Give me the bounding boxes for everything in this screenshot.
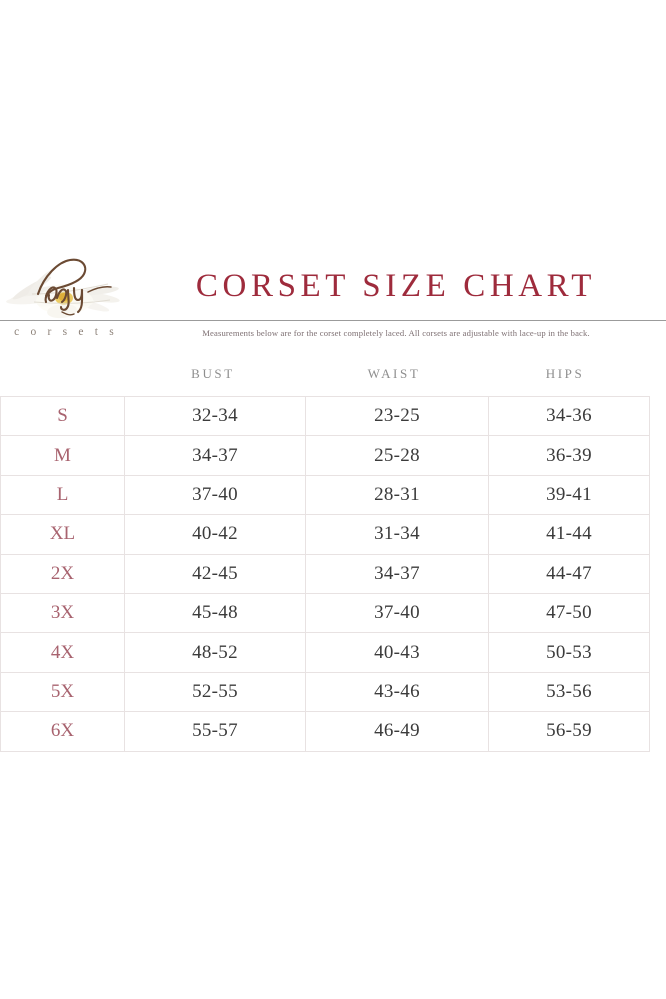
size-table-body: S 32-34 23-25 34-36 M 34-37 25-28 36-39 L 37-40 28… — [0, 395, 650, 752]
hips-value: 44-47 — [488, 553, 650, 594]
brand-logo: c o r s e t s — [4, 250, 124, 348]
bust-value: 48-52 — [124, 632, 306, 673]
waist-value: 40-43 — [305, 632, 489, 673]
size-label: S — [0, 395, 125, 437]
size-label: 4X — [0, 632, 125, 673]
header-divider — [0, 320, 666, 321]
waist-value: 34-37 — [305, 553, 489, 594]
size-label: 5X — [0, 671, 125, 713]
size-label: 3X — [0, 592, 125, 634]
waist-value: 46-49 — [305, 711, 489, 752]
table-row: M 34-37 25-28 36-39 — [0, 435, 650, 476]
bust-value: 34-37 — [124, 435, 306, 476]
bust-value: 45-48 — [124, 592, 306, 634]
column-headers: BUST WAIST HIPS — [0, 366, 666, 396]
bust-value: 55-57 — [124, 711, 306, 752]
size-label: 6X — [0, 711, 125, 752]
bust-value: 40-42 — [124, 514, 306, 555]
table-row: S 32-34 23-25 34-36 — [0, 395, 650, 437]
hips-value: 47-50 — [488, 592, 650, 634]
bust-value: 32-34 — [124, 395, 306, 437]
bust-value: 37-40 — [124, 474, 306, 516]
waist-value: 28-31 — [305, 474, 489, 516]
waist-value: 43-46 — [305, 671, 489, 713]
size-label: 2X — [0, 553, 125, 594]
hips-value: 39-41 — [488, 474, 650, 516]
table-row: 4X 48-52 40-43 50-53 — [0, 632, 650, 673]
waist-value: 25-28 — [305, 435, 489, 476]
table-row: 3X 45-48 37-40 47-50 — [0, 592, 650, 634]
table-row: 5X 52-55 43-46 53-56 — [0, 671, 650, 713]
column-header-bust: BUST — [191, 366, 235, 381]
size-label: XL — [0, 514, 125, 555]
waist-value: 31-34 — [305, 514, 489, 555]
bust-value: 52-55 — [124, 671, 306, 713]
hips-value: 56-59 — [488, 711, 650, 752]
chart-header: c o r s e t s CORSET SIZE CHART Measurem… — [0, 248, 666, 348]
hips-value: 41-44 — [488, 514, 650, 555]
corset-size-chart: c o r s e t s CORSET SIZE CHART Measurem… — [0, 248, 666, 752]
waist-value: 23-25 — [305, 395, 489, 437]
column-header-hips: HIPS — [545, 366, 585, 381]
table-row: 6X 55-57 46-49 56-59 — [0, 711, 650, 752]
brand-wordmark: c o r s e t s — [14, 326, 118, 338]
column-header-waist: WAIST — [367, 366, 421, 381]
hips-value: 34-36 — [488, 395, 650, 437]
bust-value: 42-45 — [124, 553, 306, 594]
size-table: S 32-34 23-25 34-36 M 34-37 25-28 36-39 L 37-40 28… — [0, 395, 650, 752]
title-block: CORSET SIZE CHART — [126, 248, 666, 303]
table-row: 2X 42-45 34-37 44-47 — [0, 553, 650, 594]
waist-value: 37-40 — [305, 592, 489, 634]
size-label: L — [0, 474, 125, 516]
hips-value: 50-53 — [488, 632, 650, 673]
size-label: M — [0, 435, 125, 476]
table-row: XL 40-42 31-34 41-44 — [0, 514, 650, 555]
table-row: L 37-40 28-31 39-41 — [0, 474, 650, 516]
hips-value: 53-56 — [488, 671, 650, 713]
hips-value: 36-39 — [488, 435, 650, 476]
chart-subtitle: Measurements below are for the corset co… — [202, 328, 590, 338]
daisy-flower-icon — [4, 250, 124, 324]
page-title: CORSET SIZE CHART — [195, 268, 597, 304]
